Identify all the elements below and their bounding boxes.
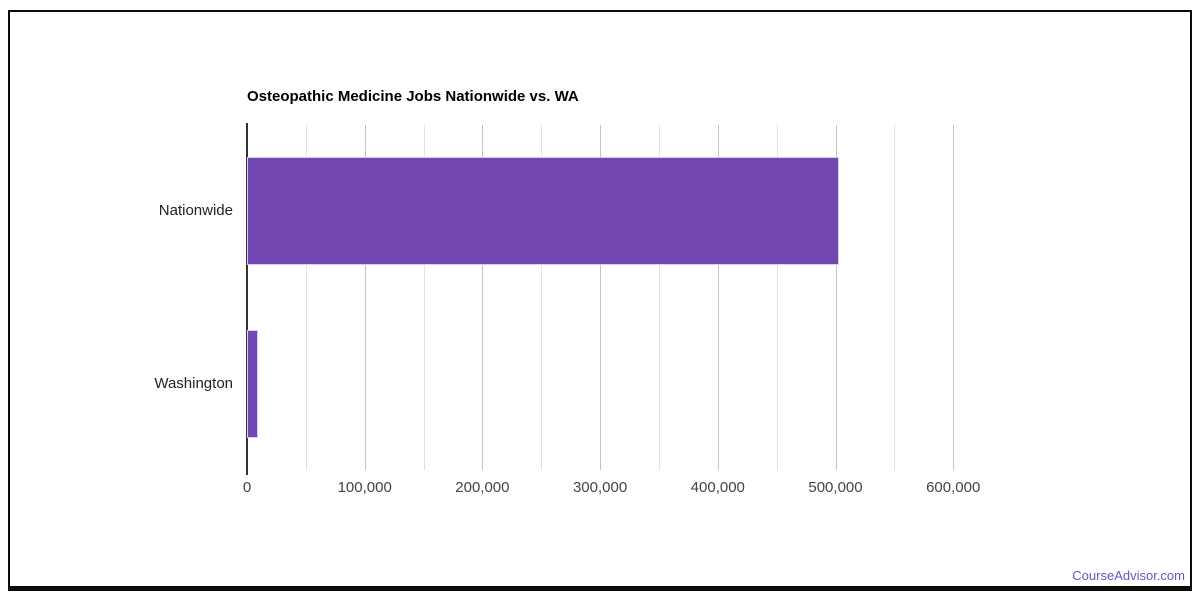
bar-washington	[247, 329, 258, 438]
courseadvisor-link[interactable]: CourseAdvisor.com	[1072, 568, 1185, 583]
x-tick-label: 600,000	[926, 479, 981, 496]
chart-title: Osteopathic Medicine Jobs Nationwide vs.…	[247, 88, 579, 105]
plot-area	[247, 125, 1012, 470]
category-label-nationwide: Nationwide	[158, 202, 233, 220]
x-tick-label: 400,000	[690, 479, 745, 496]
x-axis-labels: 0 100,000 200,000 300,000 400,000 500,000 600,…	[243, 479, 1012, 499]
minor-gridline	[776, 125, 778, 470]
minor-gridline	[423, 125, 425, 470]
y-axis-labels: Nationwide Washington	[0, 125, 233, 470]
chart-frame	[8, 10, 1192, 591]
category-label-washington: Washington	[154, 374, 233, 392]
major-gridline	[953, 125, 955, 470]
major-gridline	[717, 125, 719, 470]
x-tick-label: 100,000	[337, 479, 392, 496]
x-tick-label: 500,000	[808, 479, 863, 496]
major-gridline	[364, 125, 366, 470]
x-tick-label: 0	[242, 479, 252, 496]
y-axis-baseline	[246, 123, 248, 475]
major-gridline	[835, 125, 837, 470]
major-gridline	[600, 125, 602, 470]
minor-gridline	[305, 125, 307, 470]
minor-gridline	[658, 125, 660, 470]
bar-nationwide	[247, 157, 839, 266]
x-tick-label: 300,000	[572, 479, 628, 496]
major-gridline	[482, 125, 484, 470]
minor-gridline	[541, 125, 543, 470]
minor-gridline	[894, 125, 896, 470]
x-tick-label: 200,000	[455, 479, 510, 496]
